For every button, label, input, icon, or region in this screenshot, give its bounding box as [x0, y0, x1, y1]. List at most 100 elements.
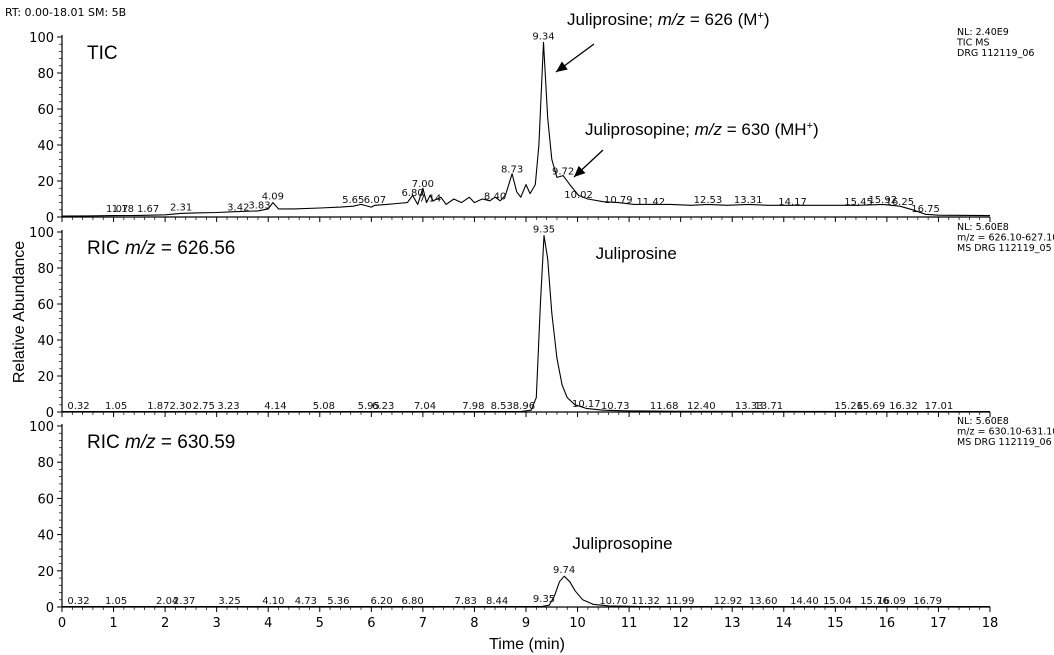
- peak-label: 10.02: [564, 190, 593, 201]
- peak-label: 10.17: [572, 399, 601, 410]
- y-tick-label: 60: [37, 103, 54, 118]
- y-tick-label: 20: [37, 565, 54, 580]
- peak-label: 12.92: [714, 596, 743, 607]
- x-tick-label: 15: [827, 616, 844, 631]
- peak-label: 0.32: [67, 401, 89, 412]
- peak-label: 15.04: [823, 596, 852, 607]
- header-text: RT: 0.00-18.01 SM: 5B: [5, 6, 126, 19]
- peak-label: 10.79: [604, 195, 633, 206]
- x-tick-label: 17: [930, 616, 947, 631]
- trace-line: [61, 235, 991, 413]
- x-tick-label: 7: [419, 616, 427, 631]
- peak-annotation: Juliprosopine: [572, 534, 672, 553]
- y-tick-label: 0: [46, 406, 54, 421]
- x-tick-label: 14: [776, 616, 793, 631]
- y-tick-label: 60: [37, 492, 54, 507]
- peak-label: 5.36: [327, 596, 349, 607]
- peak-label: 7.98: [462, 401, 484, 412]
- x-tick-label: 4: [264, 616, 272, 631]
- y-tick-label: 100: [29, 31, 54, 46]
- y-tick-label: 60: [37, 298, 54, 313]
- peak-label: 11.99: [666, 596, 695, 607]
- peak-label: 7.14: [419, 193, 441, 204]
- peak-label: 10.70: [599, 596, 628, 607]
- peak-label: 16.25: [885, 197, 914, 208]
- trace-line: [61, 575, 991, 608]
- panel-2: 0 20 40 60 80 100 0.32 1.05 1.87 2.30 2.75 3.23 4.14…: [29, 222, 1054, 421]
- peak-label: 1.05: [105, 401, 127, 412]
- info-line: MS DRG 112119_05: [957, 243, 1052, 254]
- peak-label: 8.44: [486, 596, 508, 607]
- x-tick-label: 5: [316, 616, 324, 631]
- panel-title: RIC m/z = 626.56: [87, 238, 235, 259]
- info-line: NL: 5.60E8: [957, 416, 1009, 427]
- peak-label: 3.42: [227, 202, 249, 213]
- x-tick-label: 2: [161, 616, 169, 631]
- y-tick-label: 40: [37, 334, 54, 349]
- peak-label: 6.07: [364, 195, 386, 206]
- peak-label: 13.33: [735, 401, 764, 412]
- peak-label: 12.53: [694, 195, 723, 206]
- x-tick-label: 3: [213, 616, 221, 631]
- juliprosine-arrow: [555, 43, 595, 73]
- peak-label: 13.31: [734, 195, 763, 206]
- peak-label: 2.30: [169, 401, 191, 412]
- peak-label: 3.83: [248, 201, 270, 212]
- peak-label: 15.45: [844, 197, 873, 208]
- peak-label: 10.73: [601, 401, 630, 412]
- peak-label: 7.00: [412, 179, 434, 190]
- peak-label: 13.71: [755, 401, 784, 412]
- peak-label: 16.09: [877, 596, 906, 607]
- peak-label: 15.26: [834, 401, 863, 412]
- peak-label: 1.67: [137, 204, 159, 215]
- peak-label: 2.75: [193, 401, 215, 412]
- peak-label: 11.32: [631, 596, 660, 607]
- peak-label: 8.53: [491, 401, 513, 412]
- peak-label: 5.95: [358, 401, 380, 412]
- peak-label: 5.65: [342, 195, 364, 206]
- peak-label: 4.10: [262, 596, 284, 607]
- peak-label: 11.68: [650, 401, 679, 412]
- panel-title: RIC m/z = 630.59: [87, 432, 235, 453]
- peak-label: 3.25: [218, 596, 240, 607]
- peak-label: 8.73: [501, 165, 523, 176]
- x-tick-label: 10: [569, 616, 586, 631]
- x-tick-label: 6: [367, 616, 375, 631]
- y-tick-label: 0: [46, 601, 54, 616]
- y-tick-label: 100: [29, 420, 54, 435]
- peak-label: 8.40: [484, 192, 506, 203]
- peak-label: 7.04: [414, 401, 436, 412]
- panel-1: 0 20 40 60 80 100 1.071.18 1.67 2.31 3.423.834.09…: [29, 27, 1034, 226]
- peak-label: 11.42: [636, 197, 665, 208]
- x-tick-label: 13: [724, 616, 741, 631]
- peak-label: 0.32: [67, 596, 89, 607]
- peak-label: 9.74: [553, 565, 575, 576]
- peak-label: 14.40: [790, 596, 819, 607]
- peak-label: 4.14: [264, 401, 286, 412]
- peak-label: 4.73: [295, 596, 317, 607]
- peak-label: 1.07: [106, 204, 128, 215]
- peak-label: 6.80: [401, 596, 423, 607]
- peak-label: 12.40: [687, 401, 716, 412]
- callouts-group: Juliprosine; m/z = 626 (M+) Juliprosopine…: [555, 10, 819, 178]
- info-line: m/z = 626.10-627.10: [957, 233, 1054, 244]
- peak-label: 2.37: [173, 596, 195, 607]
- x-tick-label: 9: [522, 616, 530, 631]
- y-tick-label: 40: [37, 529, 54, 544]
- juliprosine-callout: Juliprosine; m/z = 626 (M+): [567, 10, 770, 29]
- peak-label: 2.04: [156, 596, 178, 607]
- peak-label: 17.01: [925, 401, 954, 412]
- peak-label: 13.60: [749, 596, 778, 607]
- x-tick-label: 18: [982, 616, 999, 631]
- peak-annotation: Juliprosine: [596, 244, 677, 263]
- y-tick-label: 20: [37, 370, 54, 385]
- peak-label: 15.76: [860, 596, 889, 607]
- panel-title: TIC: [87, 43, 118, 64]
- y-axis-title: Relative Abundance: [11, 241, 28, 383]
- y-tick-label: 20: [37, 175, 54, 190]
- peak-label: 6.20: [371, 596, 393, 607]
- x-tick-label: 16: [879, 616, 896, 631]
- info-line: DRG 112119_06: [957, 48, 1034, 59]
